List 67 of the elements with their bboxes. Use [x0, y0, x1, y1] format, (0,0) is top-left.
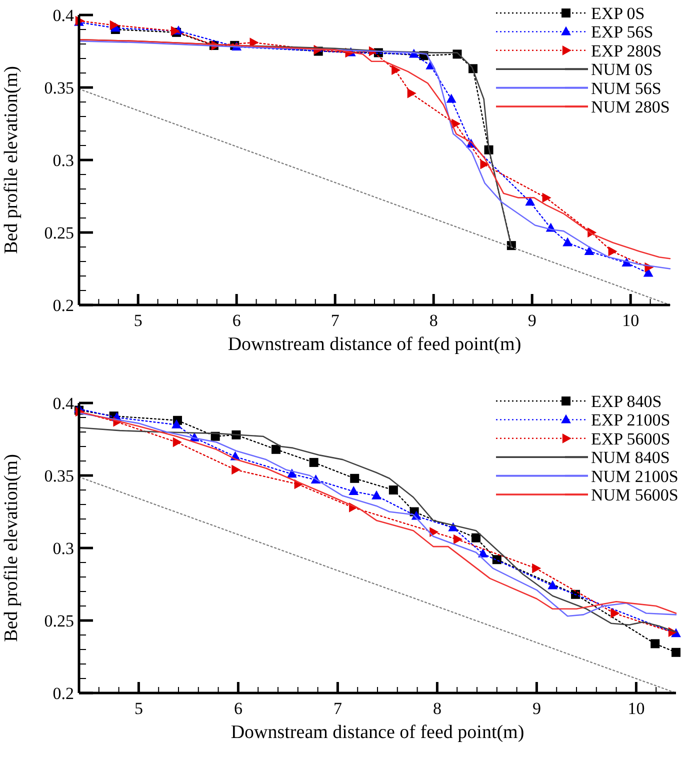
point: [584, 246, 594, 255]
point: [272, 444, 281, 454]
y-axis-title: Bed profile elevation(m): [1, 454, 22, 642]
y-axis-title: Bed profile elevation(m): [1, 66, 22, 254]
point: [172, 419, 182, 428]
point: [348, 486, 359, 496]
legend-label: EXP 56S: [591, 22, 654, 42]
x-tick-label: 6: [232, 311, 241, 330]
point: [480, 159, 490, 170]
x-axis-title: Downstream distance of feed point(m): [230, 722, 524, 743]
point: [350, 474, 360, 483]
legend-label: EXP 280S: [591, 41, 662, 60]
point: [542, 192, 552, 203]
legend-label: NUM 280S: [591, 97, 670, 116]
point: [548, 580, 558, 590]
point: [525, 196, 536, 206]
y-tick-label: 0.2: [52, 296, 74, 315]
point: [608, 246, 618, 256]
legend-label: NUM 56S: [591, 78, 662, 98]
y-tick-label: 0.2: [52, 684, 74, 703]
x-tick-label: 6: [234, 699, 242, 718]
y-tick-label: 0.25: [44, 223, 74, 242]
x-tick-label: 9: [528, 311, 536, 330]
point: [372, 490, 382, 500]
point: [232, 464, 241, 475]
point: [454, 534, 462, 544]
legend-label: NUM 0S: [591, 60, 653, 80]
point: [472, 533, 481, 542]
x-tick-label: 10: [622, 311, 640, 330]
point: [532, 563, 542, 574]
point: [478, 548, 488, 558]
point: [172, 437, 182, 448]
legend-label: EXP 2100S: [591, 410, 670, 430]
legend-label: EXP 5600S: [591, 429, 670, 448]
x-tick-label: 10: [628, 699, 645, 718]
point: [388, 486, 398, 494]
x-tick-label: 9: [532, 699, 541, 718]
point: [672, 648, 680, 657]
point: [446, 94, 456, 103]
point: [448, 522, 458, 532]
point: [610, 608, 620, 618]
y-tick-label: 0.25: [44, 611, 74, 630]
y-tick-label: 0.4: [52, 394, 74, 413]
y-tick-label: 0.3: [52, 538, 74, 558]
point: [309, 458, 318, 467]
point: [407, 88, 416, 98]
x-tick-label: 5: [134, 311, 142, 330]
y-tick-label: 0.35: [44, 466, 74, 486]
x-tick-label: 7: [333, 699, 342, 718]
y-tick-label: 0.35: [44, 78, 74, 98]
x-tick-label: 8: [429, 311, 438, 330]
point: [110, 20, 119, 30]
point: [492, 555, 502, 564]
legend-label: EXP 0S: [591, 4, 645, 23]
point: [392, 65, 401, 76]
legend-label: NUM 2100S: [591, 466, 678, 486]
x-tick-label: 5: [134, 699, 143, 718]
legend-label: NUM 5600S: [591, 485, 678, 504]
y-tick-label: 0.4: [52, 6, 74, 25]
legend-label: NUM 840S: [591, 448, 670, 468]
point: [650, 639, 660, 648]
y-tick-label: 0.3: [52, 150, 74, 170]
point: [562, 237, 573, 246]
legend-label: EXP 840S: [591, 392, 662, 411]
x-axis-title: Downstream distance of feed point(m): [228, 334, 522, 355]
x-tick-label: 7: [330, 311, 340, 330]
x-tick-label: 8: [432, 699, 442, 718]
